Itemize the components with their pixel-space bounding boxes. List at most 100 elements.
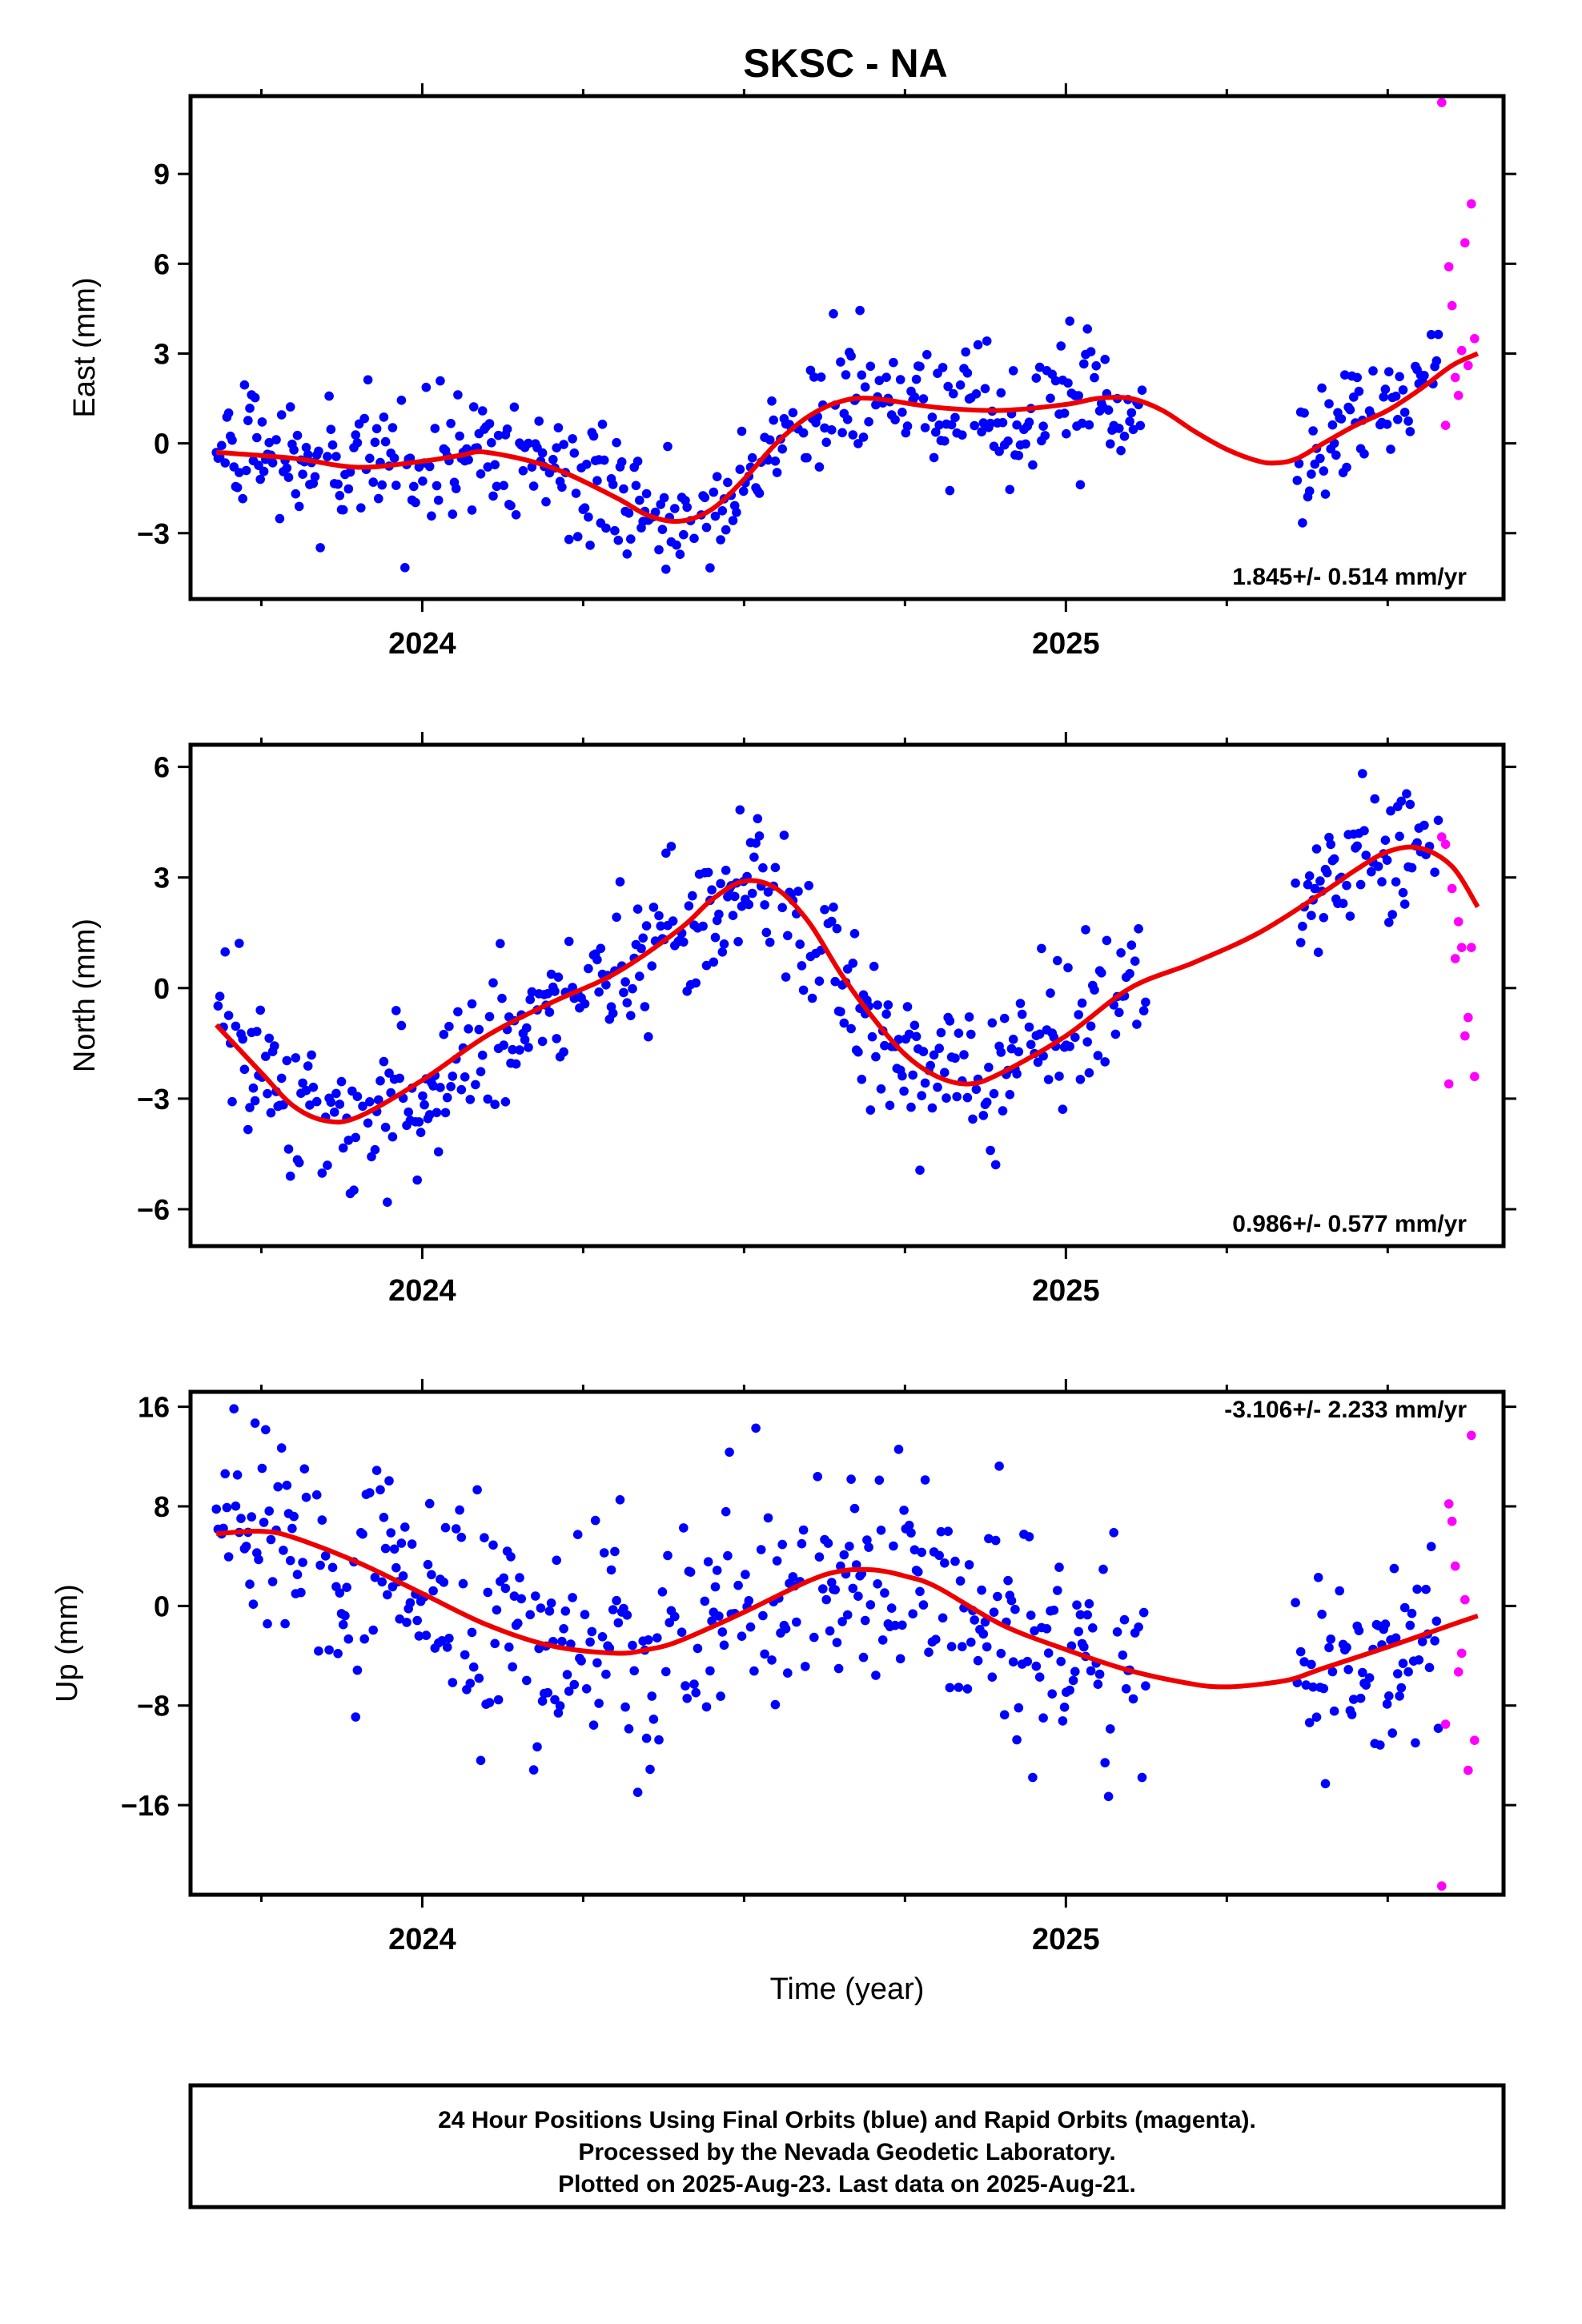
east-final-point	[772, 468, 782, 477]
up-final-point	[781, 1624, 791, 1634]
up-final-point	[428, 1586, 438, 1596]
north-final-point	[971, 1084, 982, 1095]
up-final-point	[1103, 1791, 1114, 1802]
up-final-point	[480, 1533, 489, 1542]
up-final-point	[958, 1642, 967, 1651]
up-final-point	[421, 1630, 432, 1640]
east-final-point	[1114, 424, 1124, 433]
east-rapid-point	[1470, 334, 1480, 344]
east-final-point	[650, 507, 661, 517]
up-final-point	[1430, 1636, 1439, 1646]
up-final-point	[1138, 1607, 1149, 1618]
east-final-point	[527, 462, 537, 472]
north-final-point	[418, 1091, 428, 1101]
up-final-point	[613, 1618, 624, 1628]
east-final-point	[1315, 453, 1325, 464]
east-final-point	[343, 484, 354, 494]
east-final-point	[770, 456, 781, 466]
east-final-point	[569, 448, 580, 458]
up-final-point	[733, 1580, 743, 1590]
east-final-point	[389, 453, 400, 463]
north-final-point	[719, 939, 729, 949]
north-final-point	[336, 1076, 347, 1087]
north-final-point	[252, 1027, 262, 1036]
up-final-point	[665, 1618, 674, 1627]
north-final-point	[770, 862, 781, 873]
north-rapid-point	[1440, 839, 1451, 850]
east-final-point	[765, 435, 775, 445]
up-final-point	[874, 1475, 885, 1486]
up-final-point	[1058, 1716, 1068, 1726]
east-final-point	[487, 438, 496, 448]
up-final-point	[327, 1562, 338, 1573]
east-final-point	[613, 535, 624, 545]
north-final-point	[515, 1045, 524, 1055]
up-final-point	[536, 1603, 546, 1613]
north-final-point	[1034, 1029, 1045, 1039]
up-final-point	[1137, 1772, 1147, 1783]
up-final-point	[439, 1578, 449, 1587]
up-rapid-point	[1450, 1561, 1460, 1571]
north-final-point	[691, 978, 701, 988]
east-final-point	[254, 460, 263, 470]
up-final-point	[849, 1503, 860, 1514]
up-final-point	[229, 1404, 239, 1413]
east-final-point	[982, 336, 992, 346]
east-final-point	[1100, 355, 1110, 364]
up-final-point	[1094, 1669, 1105, 1679]
north-final-point	[416, 1128, 426, 1137]
east-final-point	[1059, 408, 1070, 418]
north-final-point	[285, 1171, 295, 1181]
east-final-point	[1324, 399, 1334, 409]
up-final-point	[693, 1643, 703, 1654]
north-rapid-point	[1460, 1031, 1470, 1041]
east-final-point	[1403, 416, 1413, 426]
east-final-point	[837, 428, 847, 438]
east-final-point	[271, 435, 281, 444]
up-final-point	[343, 1634, 354, 1644]
up-final-point	[1407, 1608, 1417, 1618]
north-final-point	[1065, 1041, 1074, 1051]
north-final-point	[227, 1096, 237, 1107]
east-final-point	[895, 375, 905, 384]
up-final-point	[488, 1540, 498, 1550]
east-final-point	[874, 376, 885, 386]
east-final-point	[430, 424, 440, 433]
east-final-point	[528, 481, 539, 491]
east-rapid-point	[1450, 372, 1460, 383]
up-final-point	[1326, 1634, 1335, 1644]
north-final-point	[728, 911, 738, 920]
north-final-point	[317, 1168, 327, 1178]
up-final-point	[562, 1670, 572, 1679]
north-final-point	[881, 1009, 891, 1019]
east-final-point	[275, 513, 285, 524]
up-final-point	[448, 1678, 458, 1687]
north-panel: −6 −3 0 3 6 2024 2025 North (mm) 0.986+/- 0.57…	[68, 732, 1516, 1308]
north-final-point	[906, 1102, 916, 1112]
up-final-point	[375, 1485, 385, 1495]
up-final-point	[588, 1720, 599, 1730]
east-final-point	[1063, 378, 1073, 388]
east-final-point	[622, 549, 632, 559]
up-ylabel: Up (mm)	[50, 1584, 84, 1703]
up-final-point	[264, 1506, 275, 1516]
east-final-point	[814, 462, 825, 472]
up-final-point	[546, 1598, 556, 1608]
east-final-point	[537, 448, 548, 458]
up-final-point	[467, 1627, 477, 1638]
east-final-point	[592, 476, 602, 485]
up-final-point	[560, 1606, 571, 1616]
east-final-point	[553, 423, 564, 432]
north-final-point	[396, 1020, 407, 1031]
east-rapid-point	[1467, 199, 1476, 209]
north-final-point	[709, 957, 719, 967]
east-final-point	[541, 497, 551, 507]
north-ytick-label: 6	[154, 751, 170, 784]
east-final-point	[365, 453, 375, 464]
north-final-point	[758, 862, 768, 873]
north-final-point	[331, 1088, 341, 1099]
north-final-point	[909, 1020, 920, 1031]
up-rapid-point	[1440, 1719, 1451, 1729]
up-final-point	[612, 1595, 621, 1606]
up-final-point	[370, 1572, 380, 1582]
